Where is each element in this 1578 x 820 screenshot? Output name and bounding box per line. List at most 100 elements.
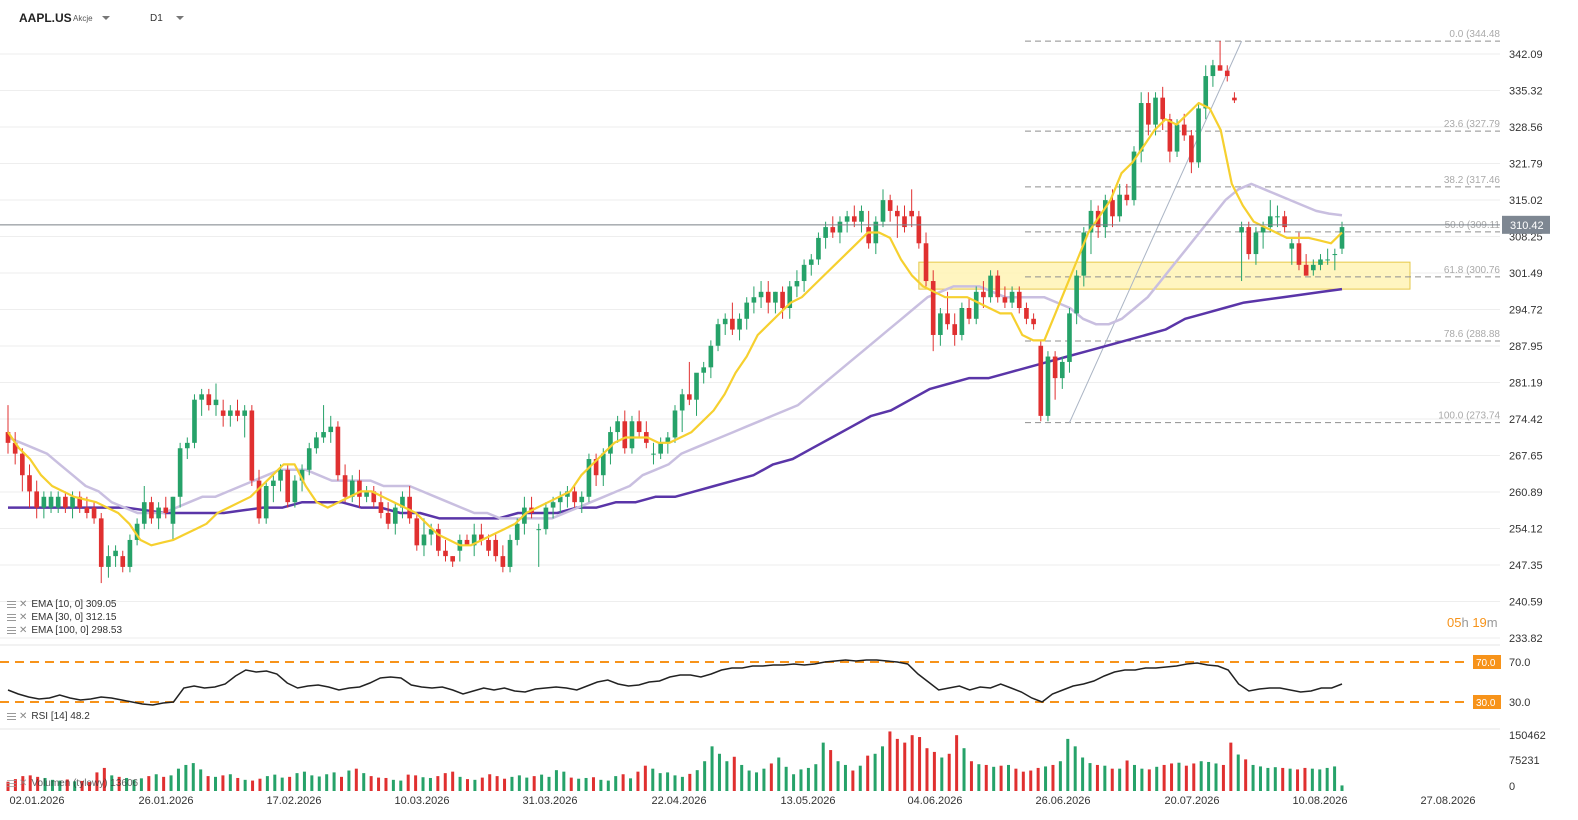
candle-body <box>342 475 348 497</box>
volume-bar <box>354 768 358 791</box>
volume-bar <box>1296 769 1300 791</box>
candle-body <box>371 491 377 503</box>
volume-bar <box>1318 769 1322 791</box>
volume-bar <box>399 780 403 791</box>
close-icon[interactable]: ✕ <box>19 778 28 789</box>
volume-bar <box>184 764 188 791</box>
symbol-dropdown-icon[interactable] <box>102 16 110 20</box>
indicator-rsi[interactable]: ✕ RSI [14] 48.2 <box>7 711 90 722</box>
volume-bar <box>465 779 469 791</box>
volume-bar <box>340 776 343 791</box>
volume-bar <box>1155 766 1159 791</box>
settings-icon[interactable] <box>7 779 16 788</box>
candle-body <box>514 523 520 540</box>
candle-body <box>981 291 986 298</box>
candle-body <box>428 529 434 535</box>
settings-icon[interactable] <box>7 712 16 721</box>
volume-bar <box>1288 768 1292 791</box>
candle-body <box>20 453 25 476</box>
candle-body <box>385 512 391 524</box>
candle-body <box>1038 345 1044 416</box>
last-price-badge <box>1502 215 1550 234</box>
settings-icon[interactable] <box>7 626 16 635</box>
candle-body <box>1167 119 1173 152</box>
candle-body <box>751 297 757 303</box>
volume-bar <box>288 776 292 791</box>
indicator-ema100[interactable]: ✕ EMA [100, 0] 298.53 <box>7 625 122 636</box>
candle-body <box>1260 227 1266 233</box>
volume-bar <box>1229 742 1233 791</box>
candle-body <box>328 426 334 433</box>
volume-bar <box>1333 766 1337 791</box>
volume-pane[interactable]: 150462 75231 0 <box>6 730 1546 793</box>
indicator-ema10[interactable]: ✕ EMA [10, 0] 309.05 <box>7 599 116 610</box>
candle-body <box>464 539 470 546</box>
candle-body <box>357 480 362 497</box>
price-tick-label: 287.95 <box>1509 341 1543 353</box>
candle-body <box>608 432 613 454</box>
volume-bar <box>280 777 284 791</box>
candle-body <box>120 556 126 567</box>
candle-body <box>945 313 950 325</box>
volume-bar <box>95 772 99 791</box>
timeframe-dropdown-icon[interactable] <box>176 16 184 20</box>
volume-bar <box>1325 767 1329 791</box>
candle-body <box>1318 259 1323 265</box>
candle-body <box>63 496 68 508</box>
candle-body <box>306 448 312 470</box>
candle-body <box>414 518 420 546</box>
indicator-volume[interactable]: ✕ Volumen (tylowy) 13606 <box>7 778 138 789</box>
candle-body <box>407 496 412 519</box>
volume-bar <box>940 757 944 791</box>
close-icon[interactable]: ✕ <box>19 625 28 636</box>
timeframe-label[interactable]: D1 <box>150 13 163 24</box>
fibonacci-retracement: 0.0 (344.48 23.6 (327.79 38.2 (317.46 50.0 … <box>1025 29 1500 424</box>
candle-body <box>586 459 592 497</box>
price-axis[interactable]: 342.09 335.32 328.56 321.79 315.02 308.25 301.… <box>0 49 1550 730</box>
time-axis[interactable]: 02.01.2026 26.01.2026 17.02.2026 10.03.2026… <box>9 795 1475 807</box>
candle-body <box>1103 200 1108 228</box>
date-tick-label: 10.08.2026 <box>1292 795 1347 807</box>
volume-bar <box>369 776 373 791</box>
volume-bar <box>673 775 677 791</box>
candle-body <box>292 480 298 503</box>
close-icon[interactable]: ✕ <box>19 599 28 610</box>
candle-body <box>285 469 291 503</box>
volume-bar <box>384 777 388 791</box>
candle-body <box>651 453 656 455</box>
chart-toolbar: AAPL.US Akcje D1 <box>0 0 600 34</box>
volume-bar <box>992 766 996 791</box>
candle-body <box>844 216 850 222</box>
candle-body <box>500 556 506 567</box>
volume-bar <box>443 773 447 791</box>
candle-body <box>400 496 405 508</box>
rsi-pane[interactable]: 70.0 70.0 30.0 30.0 <box>0 655 1530 709</box>
candle-body <box>1210 65 1216 77</box>
candle-body <box>98 518 104 567</box>
candle-body <box>1067 313 1072 362</box>
volume-bar <box>36 776 40 791</box>
symbol-name[interactable]: AAPL.US <box>19 11 72 25</box>
close-icon[interactable]: ✕ <box>19 711 28 722</box>
volume-bar <box>1036 767 1040 791</box>
volume-bar <box>910 735 914 791</box>
candle-body <box>909 210 914 217</box>
candle-body <box>127 539 133 567</box>
fib-level-label: 100.0 (273.74 <box>1438 411 1500 422</box>
candle-body <box>622 421 628 449</box>
indicator-ema30[interactable]: ✕ EMA [30, 0] 312.15 <box>7 612 116 623</box>
rsi-label: RSI [14] 48.2 <box>31 711 90 722</box>
volume-bar <box>643 765 647 791</box>
volume-bar <box>599 779 603 791</box>
settings-icon[interactable] <box>7 613 16 622</box>
volume-bar <box>50 779 54 791</box>
settings-icon[interactable] <box>7 600 16 609</box>
volume-bar <box>1007 764 1010 791</box>
candle-body <box>486 539 491 551</box>
volume-bar <box>688 773 692 791</box>
candle-body <box>1088 210 1094 233</box>
volume-bar <box>666 772 670 791</box>
price-tick-label: 254.12 <box>1509 524 1543 536</box>
close-icon[interactable]: ✕ <box>19 612 28 623</box>
